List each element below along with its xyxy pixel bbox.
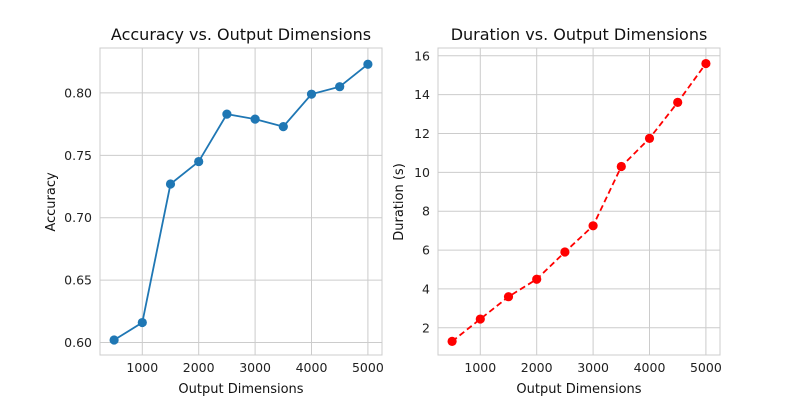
x-tick-label: 5000	[690, 360, 722, 375]
data-point	[644, 133, 655, 143]
data-point	[278, 122, 288, 132]
data-point	[250, 114, 260, 124]
x-tick-label: 1000	[464, 360, 496, 375]
x-tick-label: 3000	[239, 360, 271, 375]
data-point	[335, 82, 345, 92]
chart-title: Accuracy vs. Output Dimensions	[111, 25, 371, 44]
series-line	[451, 63, 707, 343]
y-tick-label: 6	[422, 243, 430, 258]
chart-title: Duration vs. Output Dimensions	[451, 25, 708, 44]
data-point	[673, 97, 683, 108]
y-axis-label: Accuracy	[44, 172, 59, 232]
duration-chart: Duration vs. Output Dimensions Output Di…	[392, 25, 722, 397]
data-point	[560, 247, 570, 257]
data-point	[447, 336, 457, 346]
series-line	[113, 63, 369, 341]
data-point	[165, 179, 176, 189]
data-point	[222, 109, 232, 119]
data-point	[503, 292, 514, 302]
data-point	[363, 59, 373, 69]
y-tick-label: 8	[422, 204, 430, 219]
y-tick-label: 12	[414, 126, 430, 141]
x-axis-label: Output Dimensions	[516, 382, 641, 397]
plot-area-border	[99, 47, 383, 356]
y-tick-label: 0.75	[64, 148, 92, 163]
plot-area-border	[437, 47, 721, 356]
data-point	[306, 89, 317, 99]
x-tick-label: 5000	[352, 360, 384, 375]
y-tick-label: 16	[414, 48, 430, 63]
x-tick-label: 4000	[296, 360, 328, 375]
data-point	[475, 314, 485, 324]
data-point	[532, 274, 542, 284]
data-point	[616, 161, 626, 172]
y-tick-label: 0.80	[64, 85, 92, 100]
x-tick-label: 4000	[634, 360, 666, 375]
data-point	[701, 58, 711, 69]
y-tick-label: 4	[422, 281, 430, 296]
x-tick-label: 2000	[521, 360, 553, 375]
y-tick-label: 10	[414, 165, 430, 180]
accuracy-chart: Accuracy vs. Output Dimensions Output Di…	[44, 25, 384, 397]
y-tick-label: 0.65	[64, 273, 92, 288]
x-tick-label: 2000	[183, 360, 215, 375]
data-point	[137, 317, 147, 328]
x-tick-label: 3000	[577, 360, 609, 375]
y-tick-label: 0.60	[64, 335, 92, 350]
data-point	[194, 156, 204, 167]
y-axis-label: Duration (s)	[392, 163, 407, 241]
y-tick-label: 0.70	[64, 210, 92, 225]
x-tick-label: 1000	[126, 360, 158, 375]
data-point	[588, 221, 598, 231]
y-tick-label: 14	[414, 87, 430, 102]
y-tick-label: 2	[422, 320, 430, 335]
data-point	[109, 335, 119, 345]
x-axis-label: Output Dimensions	[178, 382, 303, 397]
